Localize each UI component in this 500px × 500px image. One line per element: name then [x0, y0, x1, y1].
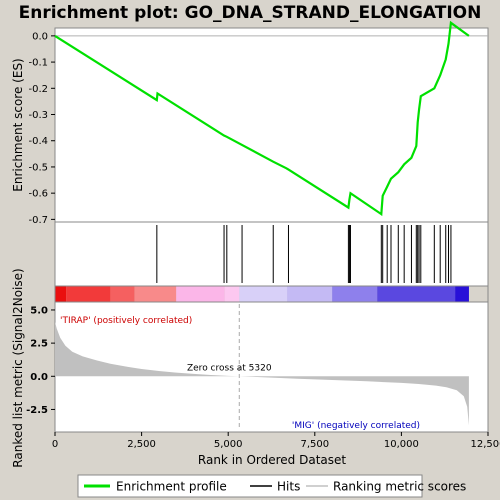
metric-xtick-label: 7,500 — [300, 439, 329, 450]
ranking-bar-segment — [287, 286, 333, 302]
ranking-bar-segment — [55, 286, 67, 302]
metric-ytick-label: 5.0 — [30, 305, 48, 316]
metric-xlabel: Rank in Ordered Dataset — [198, 453, 346, 467]
legend-label: Ranking metric scores — [333, 480, 466, 494]
metric-x-axis: 0 2,500 5,000 7,500 10,000 12,500 — [52, 432, 500, 450]
ranking-bar-segment — [134, 286, 177, 302]
ranking-bar-segment — [455, 286, 469, 302]
hit-marks — [156, 225, 452, 283]
ranking-bar-segment — [224, 286, 240, 302]
hits-panel — [54, 221, 489, 287]
metric-xtick-label: 12,500 — [471, 439, 500, 450]
metric-ylabel: Ranked list metric (Signal2Noise) — [11, 268, 25, 467]
ranking-bar-segment — [377, 286, 456, 302]
es-y-axis: 0.0 -0.1 -0.2 -0.3 -0.4 -0.5 -0.6 -0.7 — [28, 31, 55, 226]
es-ytick-label: -0.2 — [28, 84, 48, 95]
metric-ytick-label: -2.5 — [26, 405, 48, 416]
metric-xtick-label: 10,000 — [384, 439, 419, 450]
es-ytick-label: 0.0 — [32, 31, 48, 42]
es-ytick-label: -0.1 — [28, 58, 48, 69]
legend-label: Enrichment profile — [116, 480, 227, 494]
es-ytick-label: -0.3 — [28, 110, 48, 121]
positive-correlation-label: 'TIRAP' (positively correlated) — [60, 316, 192, 326]
es-ytick-label: -0.6 — [28, 189, 48, 200]
legend-label: Hits — [277, 480, 300, 494]
ranking-metric-area — [55, 321, 469, 426]
ranking-bar-segment — [332, 286, 378, 302]
ranking-bar-segment — [110, 286, 135, 302]
ranking-color-bar — [55, 286, 469, 302]
metric-ytick-label: 2.5 — [30, 339, 48, 350]
metric-xtick-label: 5,000 — [214, 439, 243, 450]
es-panel — [54, 27, 489, 223]
es-ytick-label: -0.7 — [28, 215, 48, 226]
ranking-bar-segment — [239, 286, 288, 302]
metric-xtick-label: 0 — [52, 439, 58, 450]
metric-ytick-label: 0.0 — [30, 372, 48, 383]
metric-xtick-label: 2,500 — [127, 439, 156, 450]
legend-items: Enrichment profile Hits Ranking metric sco… — [84, 480, 466, 494]
ranking-bar-segment — [176, 286, 225, 302]
ranking-bar-segment — [66, 286, 111, 302]
es-ytick-label: -0.5 — [28, 162, 48, 173]
metric-y-axis: 5.0 2.5 0.0 -2.5 — [26, 305, 55, 416]
negative-correlation-label: 'MIG' (negatively correlated) — [292, 421, 420, 431]
es-ylabel: Enrichment score (ES) — [11, 58, 25, 191]
chart-title: Enrichment plot: GO_DNA_STRAND_ELONGATIO… — [19, 3, 482, 23]
es-ytick-label: -0.4 — [28, 136, 48, 147]
enrichment-profile-line — [54, 20, 470, 217]
zero-cross-label: Zero cross at 5320 — [187, 363, 272, 373]
